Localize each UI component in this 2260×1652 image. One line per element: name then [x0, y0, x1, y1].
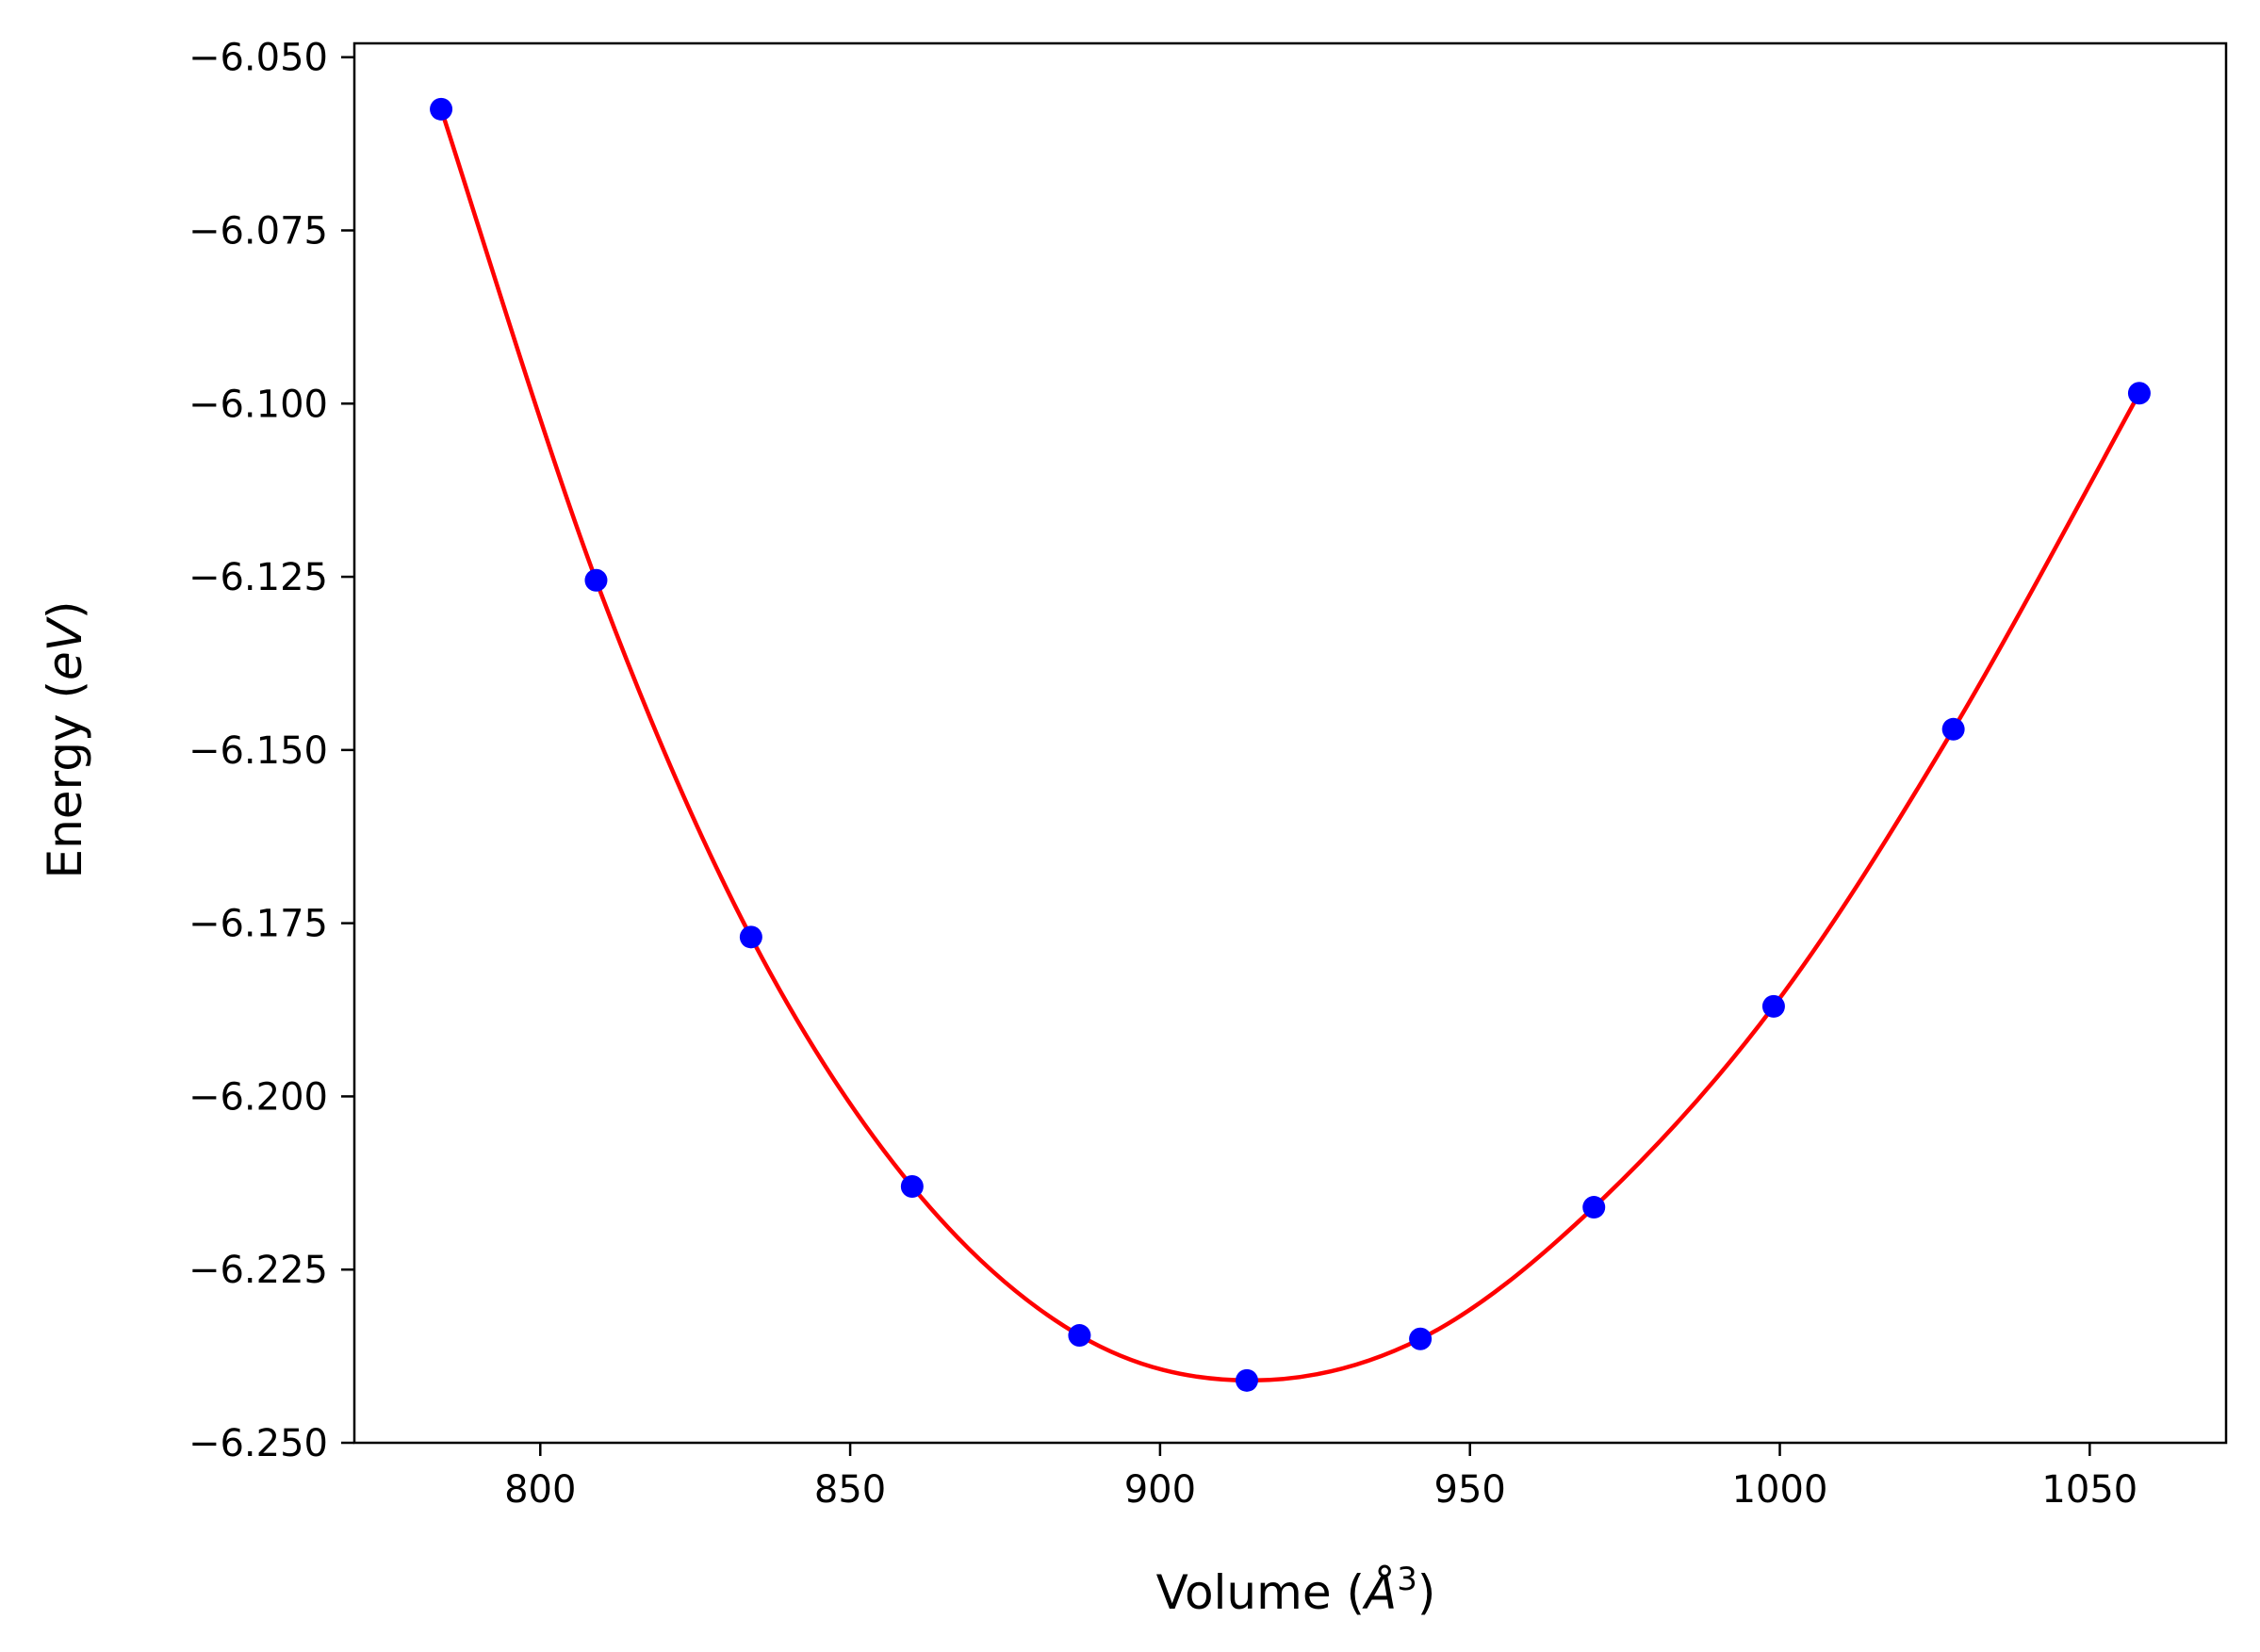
data-point [584, 568, 608, 592]
fit-curve-line [438, 106, 2142, 1383]
plot-frame [352, 41, 2228, 1445]
x-tick-label: 1050 [2041, 1468, 2137, 1512]
y-tick-label: −6.100 [188, 383, 328, 426]
x-tick-label: 800 [504, 1468, 576, 1512]
data-point [900, 1174, 924, 1198]
y-axis-label: Energy (eV) [38, 601, 92, 879]
y-tick-label: −6.075 [188, 209, 328, 253]
data-point [2127, 382, 2151, 405]
y-tick-label: −6.150 [188, 729, 328, 773]
data-point [1235, 1368, 1258, 1392]
y-tick-label: −6.200 [188, 1075, 328, 1119]
data-point [1409, 1327, 1433, 1350]
x-tick-label: 950 [1434, 1468, 1506, 1512]
y-tick-label: −6.125 [188, 556, 328, 599]
data-point [1761, 994, 1785, 1018]
data-point [739, 925, 762, 949]
data-point [430, 97, 453, 121]
y-tick-label: −6.225 [188, 1249, 328, 1292]
x-tick-label: 900 [1124, 1468, 1196, 1512]
plot-area [430, 97, 2151, 1392]
x-tick-label: 850 [814, 1468, 886, 1512]
x-axis-label: Volume (Å3) [1156, 1561, 1436, 1620]
y-tick-label: −6.050 [188, 37, 328, 80]
x-axis-ticks: 800 850 900 950 1000 1050 [504, 1443, 2137, 1512]
x-tick-label: 1000 [1732, 1468, 1828, 1512]
data-point [1068, 1324, 1091, 1348]
y-tick-label: −6.250 [188, 1422, 328, 1465]
y-tick-label: −6.175 [188, 903, 328, 946]
data-point [1941, 717, 1965, 741]
data-point [1582, 1196, 1606, 1219]
y-axis-ticks: −6.050 −6.075 −6.100 −6.125 −6.150 −6.175 −6.2… [188, 37, 354, 1465]
